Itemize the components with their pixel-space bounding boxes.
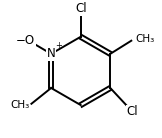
Text: −O: −O bbox=[16, 34, 35, 47]
Text: +: + bbox=[55, 41, 62, 51]
Text: N: N bbox=[47, 47, 56, 60]
Text: CH₃: CH₃ bbox=[135, 34, 155, 44]
Text: CH₃: CH₃ bbox=[11, 100, 30, 110]
Text: Cl: Cl bbox=[127, 105, 139, 118]
Text: Cl: Cl bbox=[75, 2, 87, 15]
